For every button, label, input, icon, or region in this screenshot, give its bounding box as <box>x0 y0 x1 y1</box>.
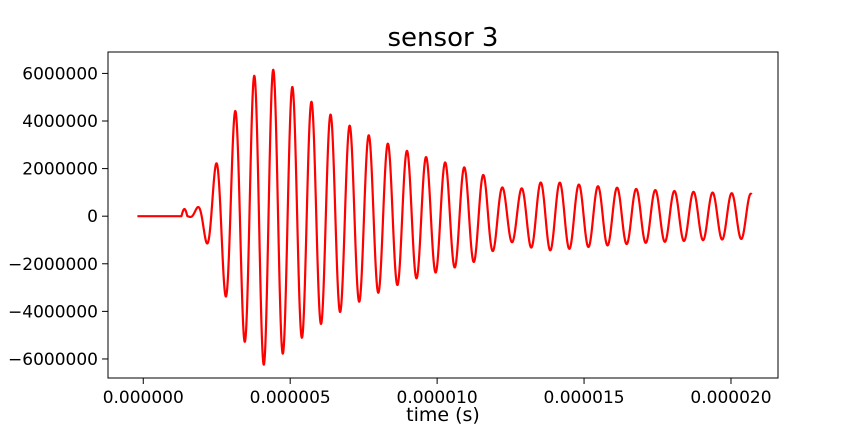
chart-title: sensor 3 <box>388 23 499 53</box>
y-tick-label: −2000000 <box>8 255 98 275</box>
x-tick-label: 0.000005 <box>250 388 331 408</box>
x-tick-label: 0.000000 <box>103 388 184 408</box>
y-tick-label: 4000000 <box>22 112 98 132</box>
y-tick-label: −6000000 <box>8 350 98 370</box>
x-tick-label: 0.000010 <box>397 388 478 408</box>
y-axis: −6000000 −4000000 −2000000 0 2000000 4000000 6… <box>8 64 108 370</box>
x-axis-label: time (s) <box>406 404 480 426</box>
y-tick-label: 2000000 <box>22 160 98 180</box>
sensor-signal-line <box>136 68 753 366</box>
y-tick-label: −4000000 <box>8 302 98 322</box>
x-axis: 0.000000 0.000005 0.000010 0.000015 0.000020 <box>103 378 772 408</box>
y-tick-label: 6000000 <box>22 64 98 84</box>
y-tick-label: 0 <box>87 207 98 227</box>
x-tick-label: 0.000015 <box>543 388 624 408</box>
plot-area <box>107 51 779 379</box>
x-tick-label: 0.000020 <box>690 388 771 408</box>
